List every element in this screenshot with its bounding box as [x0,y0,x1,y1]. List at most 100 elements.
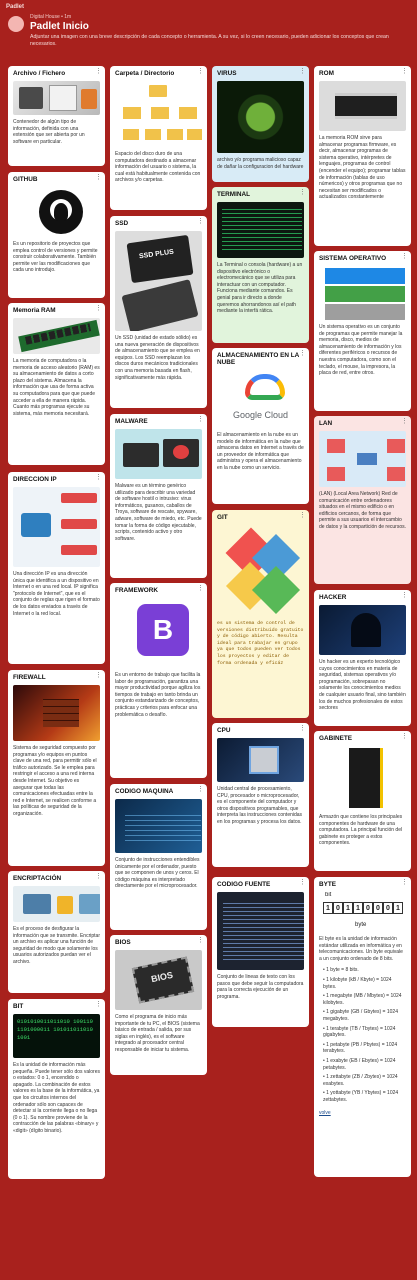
post-menu-icon[interactable]: ⋮ [401,418,408,425]
byte-label: byte [355,922,367,928]
post-card-firewall[interactable]: FIREWALL ⋮ Sistema de seguridad compuest… [8,670,105,866]
post-card-archivo[interactable]: Archivo / Fichero ⋮ Contenedor de algún … [8,66,105,166]
post-menu-icon[interactable]: ⋮ [401,253,408,260]
post-body: Conjunto de instrucciones entendibles ún… [115,857,200,890]
post-card-ssd[interactable]: SSD ⋮ SSD PLUS Un SSD (unidad de estado … [110,216,207,408]
bit-cell: 1 [343,902,353,914]
page-title: Padlet Inicio [30,21,89,32]
post-card-encriptacion[interactable]: ENCRIPTACIÓN ⋮ Es el proceso de desfigur… [8,871,105,993]
post-title: BIT [13,1003,24,1010]
post-body: Una dirección IP es una dirección única … [13,571,100,617]
post-card-hacker[interactable]: HACKER ⋮ Un hacker es un experto tecnoló… [314,590,411,726]
post-menu-icon[interactable]: ⋮ [95,873,102,880]
post-menu-icon[interactable]: ⋮ [401,68,408,75]
post-menu-icon[interactable]: ⋮ [299,68,306,75]
post-menu-icon[interactable]: ⋮ [299,189,306,196]
post-title: CODIGO MAQUINA [115,788,174,795]
post-menu-icon[interactable]: ⋮ [401,879,408,886]
post-card-virus[interactable]: VIRUS ⋮ archivo y/o programa malicioso c… [212,66,309,182]
post-menu-icon[interactable]: ⋮ [95,474,102,481]
post-card-ram[interactable]: Memoria RAM ⋮ La memoria de computadora … [8,303,105,465]
post-menu-icon[interactable]: ⋮ [95,305,102,312]
post-card-rom[interactable]: ROM ⋮ La memoria ROM sirve para almacena… [314,66,411,246]
bios-chip-image: BIOS [115,950,202,1010]
post-title: MALWARE [115,418,148,425]
post-card-carpeta[interactable]: Carpeta / Directorio ⋮ Espacio del disco… [110,66,207,210]
post-menu-icon[interactable]: ⋮ [299,879,306,886]
post-title: CODIGO FUENTE [217,881,271,888]
post-title: BYTE [319,881,337,888]
post-title: TERMINAL [217,191,251,198]
post-body: Es un repositorio de proyectos que emple… [13,241,98,274]
post-card-gabinete[interactable]: GABINETE ⋮ Armazón que contiene los prin… [314,731,411,871]
post-menu-icon[interactable]: ⋮ [197,786,204,793]
rom-chip-image [319,81,406,131]
post-body: Malware es un término genérico utilizado… [115,483,202,542]
post-menu-icon[interactable]: ⋮ [197,585,204,592]
post-title: FIREWALL [13,674,46,681]
post-menu-icon[interactable]: ⋮ [95,1001,102,1008]
firewall-image [13,685,100,741]
post-menu-icon[interactable]: ⋮ [299,725,306,732]
encryption-image [13,886,100,922]
post-menu-icon[interactable]: ⋮ [197,218,204,225]
post-body: El byte es la unidad de información está… [319,936,403,962]
post-title: ROM [319,70,334,77]
bootstrap-logo-letter: B [152,614,174,645]
github-logo-icon [13,187,100,237]
app-logo[interactable]: Padlet [6,4,25,10]
post-title: Memoria RAM [13,307,56,314]
post-menu-icon[interactable]: ⋮ [401,592,408,599]
post-body: Conjunto de lineas de texto con los paso… [217,974,304,1000]
post-card-codigo-fuente[interactable]: CODIGO FUENTE ⋮ Conjunto de lineas de te… [212,877,309,1027]
post-body: (LAN) (Local Area Network) Red de comuni… [319,491,406,530]
post-body: Es un entorno de trabajo que facilita la… [115,672,201,718]
post-card-framework[interactable]: FRAMEWORK ⋮ B Es un entorno de trabajo q… [110,583,207,778]
bootstrap-logo-icon: B [115,598,202,668]
hacker-image [319,605,406,655]
post-card-bios[interactable]: BIOS ⋮ BIOS Como el programa de inicio m… [110,935,207,1075]
pc-case-image [319,746,406,810]
machine-code-image [115,799,202,853]
bit-cell: 1 [393,902,403,914]
post-menu-icon[interactable]: ⋮ [197,68,204,75]
post-menu-icon[interactable]: ⋮ [95,672,102,679]
board-header: Digital House • 1m Padlet Inicio Adjunta… [30,14,407,48]
post-body: Armazón que contiene los principales com… [319,814,403,847]
post-card-bit[interactable]: BIT ⋮ 0101010011011010 1001101101000011 … [8,999,105,1179]
post-menu-icon[interactable]: ⋮ [299,512,306,519]
post-body: La memoria ROM sirve para almacenar prog… [319,135,406,201]
post-link[interactable]: volve [319,1110,331,1117]
post-title: HACKER [319,594,347,601]
post-body: Sistema de seguridad compuesto por progr… [13,745,97,817]
post-card-so[interactable]: SISTEMA OPERATIVO ⋮ Un sistema operativo… [314,251,411,411]
post-card-malware[interactable]: MALWARE ⋮ Malware es un término genérico… [110,414,207,578]
lan-diagram-image [319,431,406,487]
post-title: GITHUB [13,176,38,183]
post-menu-icon[interactable]: ⋮ [95,68,102,75]
post-card-lan[interactable]: LAN ⋮ (LAN) (Local Area Network) Red de … [314,416,411,584]
bit-cell: 1 [323,902,333,914]
post-card-git[interactable]: GIT ⋮ es un sistema de control de versio… [212,510,309,718]
post-card-nube[interactable]: ALMACENAMIENTO EN LA NUBE ⋮ Google Cloud… [212,348,309,504]
post-title: SSD [115,220,129,227]
post-card-ip[interactable]: DIRECCION IP ⋮ Una dirección IP es una d… [8,472,105,664]
post-card-github[interactable]: GITHUB ⋮ Es un repositorio de proyectos … [8,172,105,298]
post-title: FRAMEWORK [115,587,158,594]
bit-cell: 0 [363,902,373,914]
post-menu-icon[interactable]: ⋮ [299,350,306,357]
post-menu-icon[interactable]: ⋮ [95,174,102,181]
post-title: Carpeta / Directorio [115,70,175,77]
post-body: Un SSD (unidad de estado sólido) es una … [115,335,200,381]
post-menu-icon[interactable]: ⋮ [197,416,204,423]
post-card-codigo-maquina[interactable]: CODIGO MAQUINA ⋮ Conjunto de instruccion… [110,784,207,930]
post-menu-icon[interactable]: ⋮ [401,733,408,740]
bit-cell: 0 [383,902,393,914]
post-body: Contenedor de algún tipo de información,… [13,119,85,145]
list-item: • 1 zettabyte (ZB / Zbytes) = 1024 exaby… [323,1074,398,1087]
malware-image [115,429,202,479]
post-menu-icon[interactable]: ⋮ [197,937,204,944]
post-card-cpu[interactable]: CPU ⋮ Unidad central de procesamiento, C… [212,723,309,867]
post-card-terminal[interactable]: TERMINAL ⋮ La Terminal o consola (hardwa… [212,187,309,343]
